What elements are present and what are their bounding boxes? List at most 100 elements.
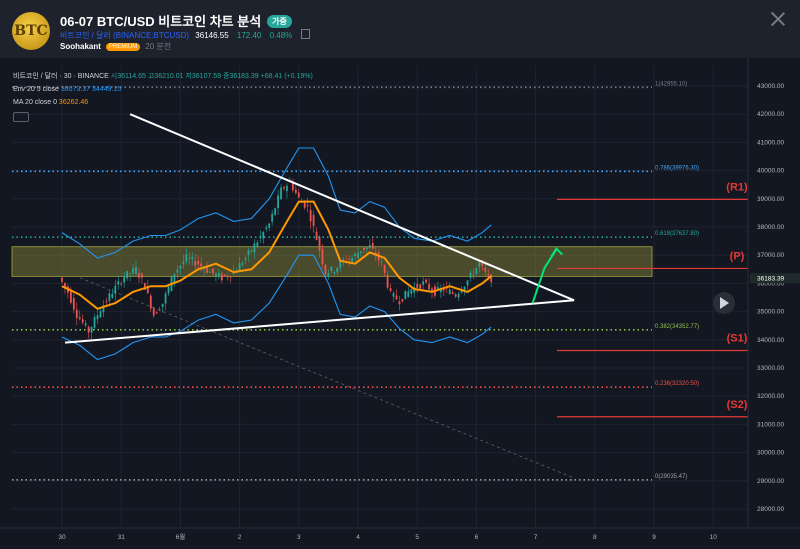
premium-badge: PREMIUM	[105, 43, 141, 51]
candle-body	[155, 312, 158, 314]
candle-body	[371, 243, 374, 249]
candle-body	[306, 204, 309, 206]
candle-body	[135, 266, 137, 275]
symbol-info: 비트코인 / 달러 (BINANCE:BTCUSD) 36146.55 172.…	[60, 29, 310, 41]
candle-body	[90, 326, 93, 333]
document-icon[interactable]	[300, 29, 310, 39]
candle-body	[96, 315, 99, 320]
candle-body	[61, 277, 63, 282]
candle-body	[259, 235, 262, 238]
hide-indicators-icon[interactable]	[13, 112, 29, 122]
candle-body	[425, 279, 427, 283]
candle-body	[324, 264, 327, 275]
candle-body	[330, 266, 333, 271]
candle-body	[428, 284, 430, 290]
candle-body	[262, 231, 265, 239]
time-tick-label: 9	[652, 534, 656, 541]
candle-body	[431, 288, 433, 292]
candle-body	[333, 272, 336, 274]
moving-average-line	[61, 200, 492, 310]
chart-canvas[interactable]: 1(42955.10) 0.786(39976.30) 0.618(37637.80…	[0, 58, 800, 549]
legend-series-label: 비트코인 / 달러 · 30 · BINANCE	[13, 73, 109, 80]
legend-ma-value: 36262.46	[58, 99, 89, 106]
candle-body	[303, 200, 306, 208]
symbol-link[interactable]: 비트코인 / 달러 (BINANCE:BTCUSD)	[60, 31, 190, 40]
triangle-lower-line	[64, 299, 575, 344]
candle-body	[105, 300, 108, 302]
candle-body	[401, 299, 404, 302]
candle-body	[176, 269, 179, 273]
candle-body	[457, 293, 460, 298]
candle-body	[451, 292, 454, 294]
candle-body	[286, 185, 288, 192]
price-tick-label: 38000.00	[757, 224, 784, 231]
candle-body	[268, 223, 271, 228]
candle-body	[274, 208, 277, 215]
candle-body	[200, 263, 203, 267]
fib-level-label: 0.786(39976.30)	[655, 165, 699, 171]
candle-body	[469, 272, 472, 278]
candle-body	[472, 274, 475, 276]
price-tick-label: 33000.00	[757, 365, 784, 372]
candle-body	[64, 282, 66, 288]
candle-body	[419, 284, 422, 289]
candle-body	[220, 273, 223, 281]
candle-body	[84, 323, 87, 326]
author-line: Soohakant PREMIUM 20 분전	[60, 41, 171, 52]
candle-body	[416, 284, 419, 288]
candle-body	[398, 301, 401, 305]
candle-body	[72, 298, 75, 310]
triangle-upper-line	[129, 113, 575, 302]
candle-body	[188, 257, 191, 259]
candle-body	[226, 276, 229, 278]
price-tick-label: 31000.00	[757, 421, 784, 428]
candle-body	[478, 262, 481, 267]
pivot-zone	[11, 246, 653, 277]
pivot-label: (R1)	[726, 181, 748, 193]
price-tick-label: 41000.00	[757, 139, 784, 146]
avatar-text: BTC	[14, 23, 48, 39]
candle-body	[291, 182, 294, 191]
candle-body	[215, 273, 217, 277]
legend-ma-row: MA 20 close 0 36262.46	[13, 96, 313, 109]
close-icon[interactable]	[771, 12, 785, 26]
candle-body	[120, 283, 123, 285]
candle-body	[463, 286, 466, 292]
time-tick-label: 6	[475, 534, 479, 541]
legend-high: 고36210.01	[147, 73, 184, 80]
symbol-price: 36146.55	[195, 31, 229, 40]
candle-body	[212, 268, 214, 274]
candle-body	[87, 326, 90, 333]
candle-body	[321, 248, 324, 264]
candle-body	[75, 309, 78, 318]
candle-body	[327, 273, 330, 276]
current-price-tag	[750, 273, 800, 284]
candle-body	[185, 254, 188, 262]
candle-body	[439, 288, 442, 293]
candle-body	[229, 276, 232, 278]
time-tick-label: 3	[297, 534, 301, 541]
candle-body	[309, 209, 312, 222]
candle-body	[342, 259, 345, 261]
price-tick-label: 29000.00	[757, 478, 784, 485]
candle-body	[448, 289, 451, 295]
idea-title-text: 06-07 BTC/USD 비트코인 차트 분석	[60, 14, 262, 29]
candle-body	[410, 289, 413, 294]
chart-area[interactable]: 1(42955.10) 0.786(39976.30) 0.618(37637.80…	[0, 58, 800, 549]
author-name[interactable]: Soohakant	[60, 42, 101, 51]
candle-body	[315, 231, 318, 240]
candle-body	[138, 273, 140, 278]
candle-body	[143, 283, 146, 290]
author-avatar[interactable]: BTC	[12, 12, 50, 50]
time-tick-label: 4	[356, 534, 360, 541]
fib-level-label: 0(29035.47)	[655, 474, 687, 480]
candle-body	[348, 258, 351, 260]
legend-change: +68.41 (+0.19%)	[260, 73, 313, 80]
candle-body	[161, 303, 164, 308]
candle-body	[114, 285, 117, 294]
fib-level-label: 0.236(32320.50)	[655, 381, 699, 387]
candle-body	[481, 261, 484, 266]
price-tick-label: 43000.00	[757, 83, 784, 90]
legend-env-row: Env 20 5 close 38073.37 34449.15	[13, 83, 313, 96]
candle-body	[386, 274, 389, 288]
